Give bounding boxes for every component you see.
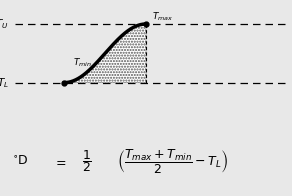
Text: $\dfrac{1}{2}$: $\dfrac{1}{2}$ [82,149,92,174]
Text: $=$: $=$ [53,155,66,168]
Text: $T_{max}$: $T_{max}$ [152,10,173,23]
Text: $\left(\dfrac{T_{max}+T_{min}}{2}-T_L\right)$: $\left(\dfrac{T_{max}+T_{min}}{2}-T_L\ri… [117,148,228,175]
Text: $T_L$: $T_L$ [0,76,9,90]
Polygon shape [64,24,146,83]
Text: $T_{min}$: $T_{min}$ [73,57,92,69]
Text: $\mathrm{{}^{\circ}D}$: $\mathrm{{}^{\circ}D}$ [12,155,29,168]
Text: $T_U$: $T_U$ [0,17,9,31]
